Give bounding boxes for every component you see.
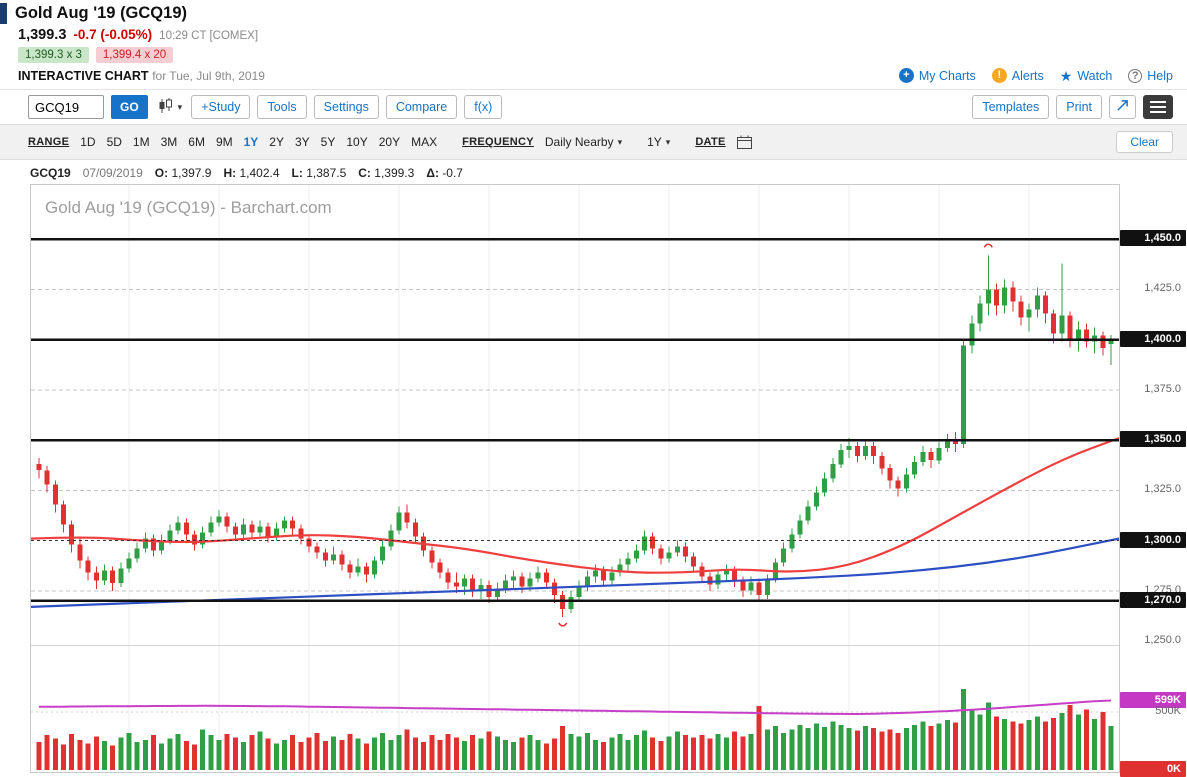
help-link[interactable]: ? Help (1128, 68, 1173, 83)
my-charts-plus-icon: + (898, 68, 914, 83)
candlestick-icon (157, 97, 175, 117)
clear-button[interactable]: Clear (1116, 131, 1173, 153)
chevron-down-icon: ▾ (665, 136, 671, 147)
help-label: Help (1147, 68, 1173, 83)
my-charts-link[interactable]: + My Charts (898, 68, 976, 83)
fx-button[interactable]: f(x) (464, 95, 503, 119)
period-select[interactable]: 1Y ▾ (647, 135, 670, 149)
y-axis-label-1375: 1,375.0 (1144, 383, 1181, 395)
bid-badge: 1,399.3 x 3 (18, 47, 89, 63)
frequency-select[interactable]: Daily Nearby ▾ (545, 135, 622, 149)
print-button[interactable]: Print (1056, 95, 1102, 119)
volume-axis-label-500: 500K (1155, 705, 1181, 717)
range-3m[interactable]: 3M (160, 135, 178, 149)
range-6m[interactable]: 6M (188, 135, 205, 149)
chevron-down-icon: ▾ (617, 136, 623, 147)
expand-arrow-icon (1116, 100, 1129, 115)
ohlc-high: H: 1,402.4 (223, 166, 280, 180)
y-axis-label-1450: 1,450.0 (1120, 230, 1186, 246)
range-1y[interactable]: 1Y (243, 135, 259, 149)
study-button[interactable]: +Study (191, 95, 251, 119)
alerts-label: Alerts (1011, 68, 1044, 83)
chart-date-label: for Tue, Jul 9th, 2019 (152, 69, 265, 83)
volume-axis-label-599: 599K (1120, 692, 1186, 708)
compare-button[interactable]: Compare (385, 95, 458, 119)
ohlc-delta: Δ: -0.7 (426, 166, 463, 180)
range-1d[interactable]: 1D (80, 135, 96, 149)
chart-svg: Gold Aug '19 (GCQ19) - Barchart.com (30, 185, 1120, 772)
alerts-link[interactable]: ! Alerts (991, 68, 1044, 83)
tools-button[interactable]: Tools (257, 95, 307, 119)
go-button[interactable]: GO (111, 95, 148, 119)
volume-axis-label-0: 0K (1120, 761, 1186, 777)
ohlc-low: L: 1,387.5 (291, 166, 347, 180)
menu-button[interactable] (1143, 95, 1173, 119)
last-price: 1,399.3 (18, 27, 67, 43)
range-10y[interactable]: 10Y (346, 135, 368, 149)
ask-badge: 1,399.4 x 20 (95, 47, 174, 63)
watch-star-icon: ★ (1059, 67, 1073, 84)
period-value: 1Y (647, 135, 662, 149)
ohlc-readout: GCQ19 07/09/2019 O: 1,397.9 H: 1,402.4 L… (0, 160, 1187, 184)
chart-area: Gold Aug '19 (GCQ19) - Barchart.com 1,45… (30, 184, 1187, 777)
y-axis-label-1400: 1,400.0 (1120, 331, 1186, 347)
calendar-icon[interactable] (736, 135, 752, 149)
price-chart-canvas[interactable]: Gold Aug '19 (GCQ19) - Barchart.com (30, 184, 1120, 773)
interactive-chart-subtitle: INTERACTIVE CHART for Tue, Jul 9th, 2019 (18, 68, 265, 83)
right-buttons-group: Templates Print (972, 95, 1102, 119)
help-icon: ? (1128, 68, 1143, 83)
chevron-down-icon: ▾ (177, 101, 183, 112)
date-label: DATE (695, 136, 726, 148)
ohlc-symbol: GCQ19 (30, 166, 71, 180)
watch-link[interactable]: ★ Watch (1060, 69, 1113, 83)
quote-header: Gold Aug '19 (GCQ19) 1,399.3 -0.7 (-0.05… (0, 0, 1187, 90)
pop-out-button[interactable] (1109, 95, 1136, 119)
frequency-value: Daily Nearby (544, 135, 614, 149)
interactive-chart-label: INTERACTIVE CHART (18, 69, 149, 83)
quote-time: 10:29 CT [COMEX] (159, 30, 259, 42)
title-accent-bar (0, 3, 7, 24)
y-axis-label-1270: 1,270.0 (1120, 592, 1186, 608)
alerts-icon: ! (991, 68, 1007, 83)
chart-type-dropdown[interactable]: ▾ (155, 96, 185, 119)
chart-watermark: Gold Aug '19 (GCQ19) - Barchart.com (45, 198, 332, 217)
ohlc-close: C: 1,399.3 (358, 166, 415, 180)
range-5d[interactable]: 5D (106, 135, 122, 149)
symbol-input[interactable] (28, 95, 104, 119)
range-max[interactable]: MAX (411, 135, 438, 149)
price-change: -0.7 (-0.05%) (73, 27, 153, 42)
price-axis: 1,450.0 1,425.0 1,400.0 1,375.0 1,350.0 1,325… (1120, 184, 1186, 777)
y-axis-label-1350: 1,350.0 (1120, 431, 1186, 447)
y-axis-label-1325: 1,325.0 (1144, 483, 1181, 495)
y-axis-label-1250: 1,250.0 (1144, 634, 1181, 646)
header-links: + My Charts ! Alerts ★ Watch ? Help (898, 68, 1173, 83)
range-options: 1D 5D 1M 3M 6M 9M 1Y 2Y 3Y 5Y 10Y 20Y MAX (80, 135, 437, 149)
range-2y[interactable]: 2Y (269, 135, 284, 149)
templates-button[interactable]: Templates (972, 95, 1050, 119)
ohlc-open: O: 1,397.9 (154, 166, 212, 180)
settings-button[interactable]: Settings (313, 95, 379, 119)
watch-label: Watch (1077, 68, 1113, 83)
study-buttons-group: +Study Tools Settings Compare f(x) (191, 95, 503, 119)
toolbar-right-group: Templates Print (972, 95, 1173, 119)
my-charts-label: My Charts (918, 68, 976, 83)
range-3y[interactable]: 3Y (294, 135, 310, 149)
y-axis-label-1425: 1,425.0 (1144, 282, 1181, 294)
ohlc-date: 07/09/2019 (82, 166, 143, 180)
y-axis-label-1300: 1,300.0 (1120, 532, 1186, 548)
frequency-label: FREQUENCY (462, 136, 534, 148)
range-1m[interactable]: 1M (132, 135, 150, 149)
range-label: RANGE (28, 136, 70, 148)
page-title: Gold Aug '19 (GCQ19) (15, 4, 187, 22)
range-5y[interactable]: 5Y (320, 135, 336, 149)
range-9m[interactable]: 9M (215, 135, 233, 149)
range-bar: RANGE 1D 5D 1M 3M 6M 9M 1Y 2Y 3Y 5Y 10Y 20Y MAX FREQ… (0, 124, 1187, 160)
hamburger-icon (1150, 101, 1166, 103)
range-20y[interactable]: 20Y (378, 135, 401, 149)
